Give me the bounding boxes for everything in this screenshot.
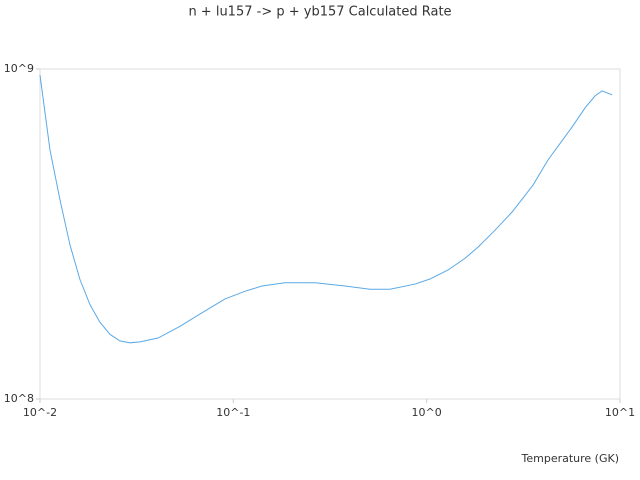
x-tick-label: 10^0 bbox=[412, 406, 442, 419]
x-tick-label: 10^1 bbox=[605, 406, 635, 419]
data-line bbox=[39, 74, 613, 344]
x-tick-label: 10^-1 bbox=[216, 406, 250, 419]
y-tick-label: 10^9 bbox=[4, 62, 34, 75]
x-tick-label: 10^-2 bbox=[23, 406, 57, 419]
x-axis-label: Temperature (GK) bbox=[521, 452, 620, 465]
chart-title: n + lu157 -> p + yb157 Calculated Rate bbox=[188, 5, 451, 20]
y-tick-label: 10^8 bbox=[4, 392, 34, 405]
plot-frame bbox=[39, 68, 621, 400]
